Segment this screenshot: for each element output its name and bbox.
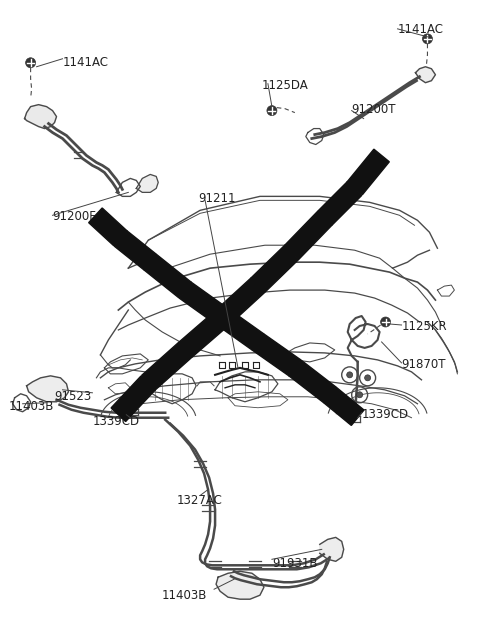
- Circle shape: [381, 317, 391, 327]
- Text: 91211: 91211: [198, 193, 236, 205]
- Circle shape: [357, 392, 363, 398]
- Polygon shape: [24, 104, 57, 129]
- Polygon shape: [324, 387, 364, 426]
- Polygon shape: [347, 149, 389, 194]
- Polygon shape: [320, 537, 344, 562]
- Polygon shape: [285, 211, 332, 259]
- Polygon shape: [318, 182, 362, 225]
- Polygon shape: [252, 334, 300, 376]
- Polygon shape: [180, 282, 226, 323]
- Polygon shape: [89, 208, 127, 245]
- Polygon shape: [216, 278, 264, 325]
- Polygon shape: [144, 254, 192, 298]
- Text: 1339CD: 1339CD: [361, 408, 409, 421]
- Text: 1125KR: 1125KR: [402, 320, 447, 333]
- Circle shape: [365, 375, 371, 381]
- Polygon shape: [179, 310, 228, 357]
- Text: 91200T: 91200T: [352, 102, 396, 116]
- Polygon shape: [289, 360, 336, 402]
- Text: 1141AC: 1141AC: [62, 56, 108, 69]
- Polygon shape: [216, 571, 264, 599]
- Polygon shape: [251, 245, 299, 292]
- Text: 1125DA: 1125DA: [262, 79, 309, 91]
- Polygon shape: [26, 376, 69, 402]
- Text: 11403B: 11403B: [9, 400, 54, 413]
- Polygon shape: [416, 67, 435, 82]
- Polygon shape: [136, 175, 158, 193]
- Text: 1141AC: 1141AC: [397, 23, 444, 36]
- Circle shape: [25, 58, 36, 68]
- Text: 11403B: 11403B: [161, 589, 207, 602]
- Circle shape: [347, 372, 353, 378]
- Circle shape: [267, 106, 277, 116]
- Polygon shape: [214, 307, 264, 350]
- Text: 1339CD: 1339CD: [93, 415, 140, 428]
- Text: 91200F: 91200F: [52, 211, 96, 223]
- Polygon shape: [111, 376, 156, 422]
- Polygon shape: [142, 343, 192, 390]
- Text: 1327AC: 1327AC: [176, 495, 222, 507]
- Polygon shape: [114, 231, 156, 270]
- Text: 91870T: 91870T: [402, 358, 446, 371]
- Circle shape: [422, 34, 432, 44]
- Text: 91931B: 91931B: [272, 557, 317, 571]
- Text: 91523: 91523: [55, 390, 92, 402]
